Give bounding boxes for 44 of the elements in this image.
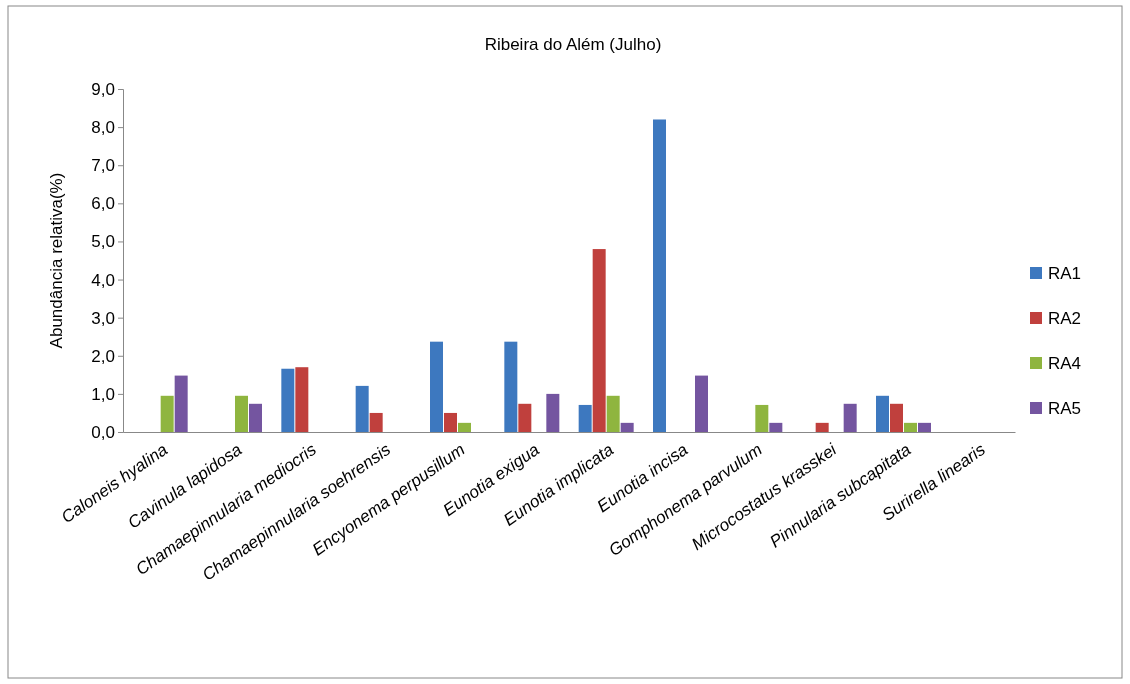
y-axis-title: Abundância relativa(%) (47, 172, 66, 349)
bar (769, 422, 783, 432)
legend-label: RA4 (1048, 354, 1082, 373)
bar (755, 404, 769, 432)
y-tick-label: 8,0 (91, 118, 115, 138)
y-tick-label: 1,0 (91, 384, 115, 404)
y-tick-label: 7,0 (91, 156, 115, 176)
bar (444, 412, 457, 432)
bar (815, 422, 829, 432)
bar (518, 403, 532, 432)
bar (355, 385, 369, 432)
legend-label: RA1 (1048, 264, 1082, 283)
bar (249, 403, 262, 432)
bar (504, 341, 518, 432)
bar (876, 395, 889, 432)
bar (458, 422, 471, 432)
y-tick-label: 3,0 (91, 308, 115, 328)
bar (578, 404, 592, 432)
y-tick-label: 5,0 (91, 232, 115, 252)
legend-label: RA5 (1048, 399, 1082, 418)
y-tick-label: 0,0 (91, 422, 115, 442)
bar (592, 249, 606, 432)
bar (918, 422, 931, 432)
bar (295, 367, 309, 432)
bar (606, 395, 620, 432)
bar (843, 403, 857, 432)
y-tick-label: 2,0 (91, 346, 115, 366)
y-tick-label: 9,0 (91, 79, 115, 99)
bar (653, 119, 666, 432)
y-tick-label: 6,0 (91, 194, 115, 214)
y-tick-label: 4,0 (91, 270, 115, 290)
bar (620, 422, 634, 432)
chart-title: Ribeira do Além (Julho) (484, 35, 662, 54)
bar (430, 341, 443, 432)
bar (174, 375, 188, 432)
bar (890, 403, 903, 432)
bar (369, 412, 383, 432)
bar (281, 368, 295, 432)
bar (904, 422, 917, 432)
bar (235, 395, 248, 432)
bar (160, 395, 174, 432)
legend-label: RA2 (1048, 309, 1082, 328)
bar (695, 375, 708, 432)
bar (546, 393, 560, 432)
